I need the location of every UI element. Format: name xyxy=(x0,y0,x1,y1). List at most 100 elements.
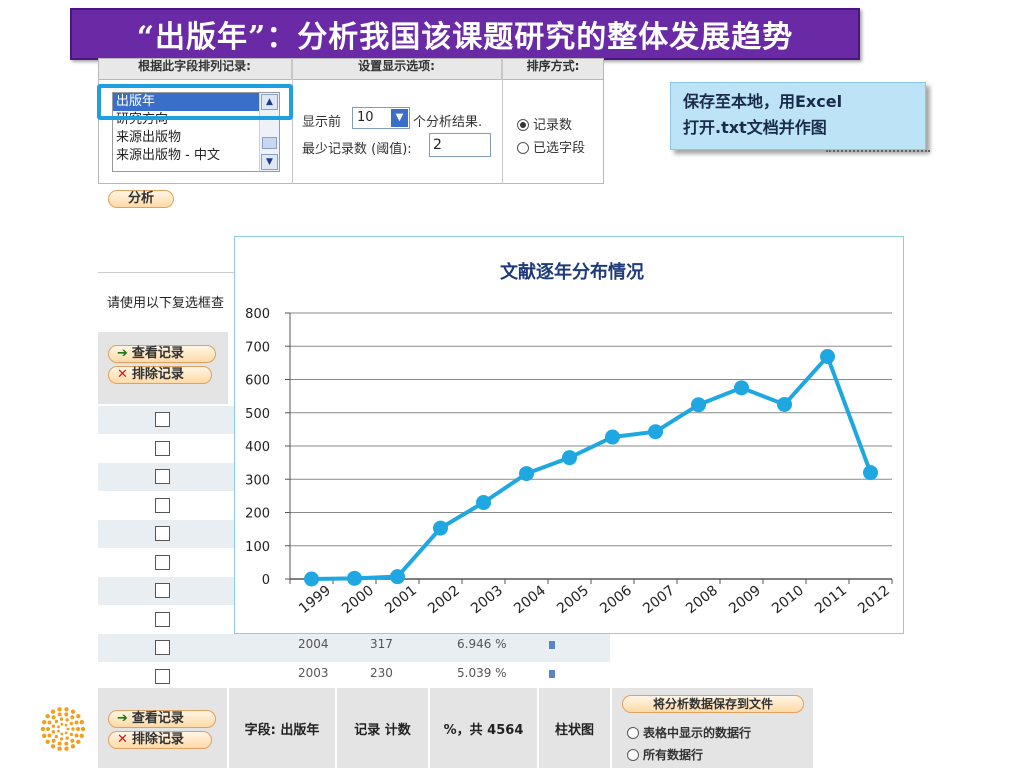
logo-dot xyxy=(57,707,62,712)
row-checkbox[interactable] xyxy=(155,469,170,484)
row-checkbox[interactable] xyxy=(155,611,170,627)
x-tick-label: 2004 xyxy=(511,583,549,618)
x-tick-label: 2000 xyxy=(339,583,377,618)
save-to-file-button[interactable]: 将分析数据保存到文件 xyxy=(622,695,804,713)
footer-field-label: 字段: 出版年 xyxy=(229,688,336,768)
x-tick-label: 2006 xyxy=(597,583,635,618)
logo-dot xyxy=(59,717,64,721)
scroll-thumb[interactable] xyxy=(262,137,277,149)
row-checkbox[interactable] xyxy=(155,554,170,570)
save-option-all-label: 所有数据行 xyxy=(643,748,704,762)
logo-dot xyxy=(60,722,64,726)
panel-divider xyxy=(292,58,293,184)
row-count: 317 xyxy=(370,637,393,651)
footer-count-label: 记录 计数 xyxy=(337,688,429,768)
panel-header-sort-order: 排序方式: xyxy=(526,59,580,73)
logo-dot xyxy=(47,720,52,725)
hint-text: 请使用以下复选框查 xyxy=(107,296,225,311)
logo-dot xyxy=(76,739,81,745)
save-option-displayed-radio[interactable]: 表格中显示的数据行 xyxy=(627,724,751,741)
logo-dot xyxy=(54,719,59,724)
panel-header-display-options: 设置显示选项: xyxy=(292,58,502,80)
panel-divider xyxy=(502,58,503,184)
view-records-label: 查看记录 xyxy=(131,711,184,726)
row-checkbox[interactable] xyxy=(155,440,170,456)
listbox-option-selected[interactable]: 出版年 xyxy=(113,93,261,111)
x-tick-label: 2012 xyxy=(855,583,893,618)
series-line xyxy=(311,354,873,581)
data-point xyxy=(519,466,534,482)
logo-dot xyxy=(66,727,70,731)
line-chart: 文献逐年分布情况 0 100 200 300 400 500 600 700 800 1999 20… xyxy=(234,236,904,634)
logo-dot xyxy=(45,713,50,719)
x-tick-label: 1999 xyxy=(296,583,334,618)
chevron-down-icon[interactable]: ▼ xyxy=(391,109,408,127)
show-top-prefix: 显示前 xyxy=(302,115,342,130)
logo-dot xyxy=(50,744,56,749)
save-option-all-radio[interactable]: 所有数据行 xyxy=(627,746,703,763)
y-tick-label: 600 xyxy=(245,374,270,389)
logo-dot xyxy=(47,733,52,738)
data-point xyxy=(820,349,835,365)
sort-by-field-radio[interactable]: 已选字段 xyxy=(517,137,585,156)
row-checkbox[interactable] xyxy=(155,583,170,598)
dotted-connector xyxy=(826,150,930,152)
exclude-records-button[interactable]: ✕ 排除记录 xyxy=(108,366,212,384)
data-point xyxy=(347,570,362,586)
x-tick-label: 2010 xyxy=(769,583,807,618)
row-checkbox[interactable] xyxy=(155,640,170,655)
x-tick-label: 2008 xyxy=(683,583,721,618)
logo-dot xyxy=(51,738,56,743)
data-point xyxy=(390,569,405,585)
divider xyxy=(98,272,238,273)
logo-dot xyxy=(54,734,59,739)
logo-dot xyxy=(74,720,79,725)
radio-unchecked-icon[interactable] xyxy=(517,142,529,154)
logo-dot xyxy=(70,709,76,714)
footer-view-records-button[interactable]: ➔ 查看记录 xyxy=(108,710,216,728)
data-point xyxy=(304,571,319,587)
row-checkbox[interactable] xyxy=(155,668,170,684)
y-tick-label: 0 xyxy=(262,573,270,588)
row-checkbox[interactable] xyxy=(155,412,170,427)
listbox-option[interactable]: 来源出版物 xyxy=(116,130,182,145)
y-tick-label: 300 xyxy=(245,473,270,488)
x-tick-label: 2001 xyxy=(382,583,420,618)
logo-dot xyxy=(79,733,84,739)
row-checkbox[interactable] xyxy=(155,497,170,513)
logo-dot xyxy=(57,741,62,746)
logo-dot xyxy=(76,727,80,731)
logo-dot xyxy=(64,731,68,735)
listbox-option[interactable]: 来源出版物 - 中文 xyxy=(116,148,220,163)
close-icon: ✕ xyxy=(117,732,128,747)
x-tick-label: 2002 xyxy=(425,583,463,618)
data-point xyxy=(863,465,878,481)
top-n-select[interactable]: 10 ▼ xyxy=(352,107,410,129)
analyze-button[interactable]: 分析 xyxy=(108,190,174,208)
table-row xyxy=(98,634,610,662)
row-count: 230 xyxy=(370,666,393,680)
row-checkbox[interactable] xyxy=(155,526,170,541)
logo-dot xyxy=(60,732,64,736)
view-records-button[interactable]: ➔ 查看记录 xyxy=(108,345,216,363)
threshold-input[interactable]: 2 xyxy=(429,133,491,157)
radio-checked-icon[interactable] xyxy=(517,119,529,131)
y-tick-label: 400 xyxy=(245,440,270,455)
radio-unchecked-icon[interactable] xyxy=(627,727,639,739)
data-point xyxy=(433,520,448,536)
logo-dot xyxy=(69,721,74,726)
top-n-value: 10 xyxy=(357,110,374,125)
view-records-label: 查看记录 xyxy=(131,346,184,361)
logo-dot xyxy=(70,744,76,749)
field-listbox[interactable]: 出版年 研究方向 来源出版物 来源出版物 - 中文 ▲ ▼ xyxy=(112,92,280,172)
radio-unchecked-icon[interactable] xyxy=(627,749,639,761)
y-tick-label: 100 xyxy=(245,540,270,555)
logo-dot xyxy=(74,733,79,738)
footer-exclude-records-button[interactable]: ✕ 排除记录 xyxy=(108,731,212,749)
x-tick-label: 2009 xyxy=(726,583,764,618)
logo-dot xyxy=(40,726,46,732)
scroll-up-icon[interactable]: ▲ xyxy=(261,94,278,110)
sort-by-count-radio[interactable]: 记录数 xyxy=(517,114,572,133)
scroll-down-icon[interactable]: ▼ xyxy=(261,154,278,170)
listbox-scrollbar[interactable]: ▲ ▼ xyxy=(259,93,279,171)
